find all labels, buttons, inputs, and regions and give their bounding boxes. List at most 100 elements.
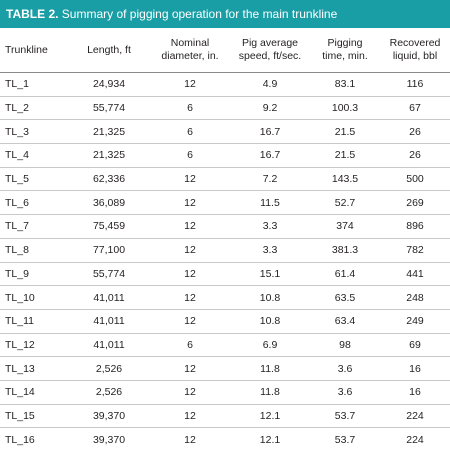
table-cell: 36,089 <box>68 191 150 215</box>
table-caption: Summary of pigging operation for the mai… <box>58 7 337 21</box>
table-cell: TL_16 <box>0 428 68 451</box>
table-cell: 441 <box>380 262 450 286</box>
table-cell: 12 <box>150 428 230 451</box>
table-cell: 12 <box>150 309 230 333</box>
table-cell: 12 <box>150 262 230 286</box>
table-cell: 26 <box>380 144 450 168</box>
table-cell: 83.1 <box>310 73 380 97</box>
table-cell: 11.5 <box>230 191 310 215</box>
table-cell: TL_1 <box>0 73 68 97</box>
table-cell: 12 <box>150 167 230 191</box>
header-line: Length, ft <box>87 44 131 56</box>
table-cell: 116 <box>380 73 450 97</box>
table-cell: 16 <box>380 380 450 404</box>
table-cell: 12.1 <box>230 404 310 428</box>
table-cell: 53.7 <box>310 404 380 428</box>
table-cell: 63.5 <box>310 286 380 310</box>
table-title: TABLE 2. Summary of pigging operation fo… <box>0 0 450 28</box>
table-cell: 500 <box>380 167 450 191</box>
table-cell: 16 <box>380 357 450 381</box>
header-line: speed, ft/sec. <box>239 50 301 62</box>
table-cell: 249 <box>380 309 450 333</box>
table-cell: 6 <box>150 333 230 357</box>
table-cell: TL_9 <box>0 262 68 286</box>
table-cell: 16.7 <box>230 144 310 168</box>
table-cell: TL_12 <box>0 333 68 357</box>
table-cell: 39,370 <box>68 404 150 428</box>
table-cell: 21.5 <box>310 120 380 144</box>
table-cell: 2,526 <box>68 357 150 381</box>
table-cell: 6 <box>150 120 230 144</box>
table-cell: 41,011 <box>68 286 150 310</box>
header-line: Pigging <box>327 37 362 49</box>
table-cell: 6.9 <box>230 333 310 357</box>
table-cell: 61.4 <box>310 262 380 286</box>
table-cell: 63.4 <box>310 309 380 333</box>
table-cell: 21,325 <box>68 120 150 144</box>
table-cell: 12 <box>150 191 230 215</box>
table-cell: 12 <box>150 215 230 239</box>
table-cell: TL_2 <box>0 96 68 120</box>
table-cell: 11.8 <box>230 357 310 381</box>
table-cell: TL_3 <box>0 120 68 144</box>
column-header: Length, ft <box>68 28 150 73</box>
table-cell: 39,370 <box>68 428 150 451</box>
table-cell: TL_10 <box>0 286 68 310</box>
table-cell: TL_8 <box>0 238 68 262</box>
table-cell: TL_4 <box>0 144 68 168</box>
table-cell: 52.7 <box>310 191 380 215</box>
table-cell: 3.6 <box>310 380 380 404</box>
table-cell: 21,325 <box>68 144 150 168</box>
table-cell: 15.1 <box>230 262 310 286</box>
table-cell: 69 <box>380 333 450 357</box>
table-cell: TL_7 <box>0 215 68 239</box>
table-cell: 10.8 <box>230 286 310 310</box>
table-cell: TL_6 <box>0 191 68 215</box>
table-cell: 12 <box>150 238 230 262</box>
table-cell: 98 <box>310 333 380 357</box>
header-line: diameter, in. <box>161 50 218 62</box>
table-cell: 55,774 <box>68 96 150 120</box>
table-cell: TL_11 <box>0 309 68 333</box>
table-cell: 75,459 <box>68 215 150 239</box>
table-cell: 55,774 <box>68 262 150 286</box>
table-cell: 12 <box>150 380 230 404</box>
table-cell: 10.8 <box>230 309 310 333</box>
table-cell: 374 <box>310 215 380 239</box>
table-cell: 224 <box>380 404 450 428</box>
table-cell: 6 <box>150 144 230 168</box>
header-line: liquid, bbl <box>393 50 437 62</box>
table-cell: 896 <box>380 215 450 239</box>
table-cell: 12 <box>150 357 230 381</box>
table-cell: 4.9 <box>230 73 310 97</box>
table-cell: 269 <box>380 191 450 215</box>
table-cell: TL_14 <box>0 380 68 404</box>
header-line: Nominal <box>171 37 210 49</box>
table-cell: 3.6 <box>310 357 380 381</box>
table-cell: 21.5 <box>310 144 380 168</box>
table-cell: 224 <box>380 428 450 451</box>
table-cell: 53.7 <box>310 428 380 451</box>
table-cell: 143.5 <box>310 167 380 191</box>
table-cell: 2,526 <box>68 380 150 404</box>
table-cell: 7.2 <box>230 167 310 191</box>
table-cell: 9.2 <box>230 96 310 120</box>
table-cell: 3.3 <box>230 238 310 262</box>
table-cell: 782 <box>380 238 450 262</box>
